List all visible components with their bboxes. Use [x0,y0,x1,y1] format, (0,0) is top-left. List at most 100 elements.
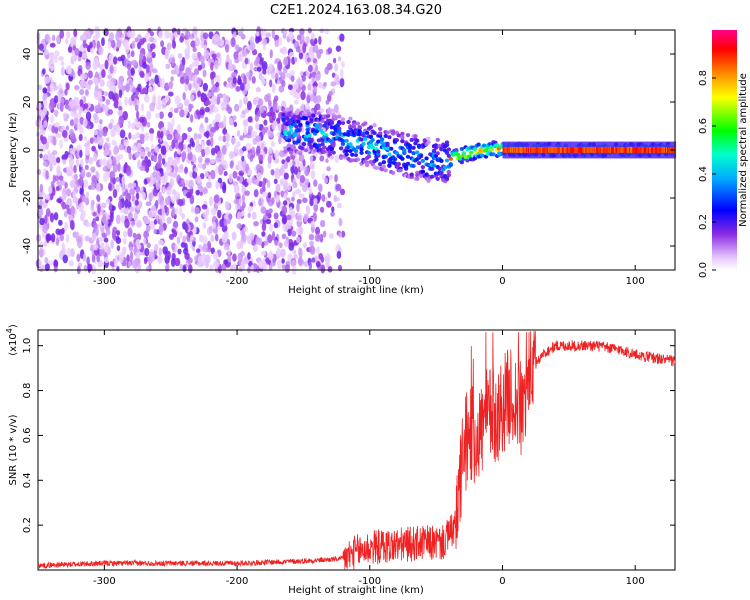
spectrogram-cell [641,152,644,159]
spectrogram-cell [333,194,338,203]
spectrogram-cell [370,145,375,150]
spectrogram-cell [663,147,666,153]
spectrogram-cell [281,112,286,117]
spectrogram-cell [573,147,576,153]
spectrogram-cell [672,141,674,148]
spectrogram-cell [171,117,175,127]
spectrogram-cell [619,141,621,148]
spectrogram-cell [661,152,664,159]
spectrogram-cell [660,141,663,148]
spectrogram-cell [197,156,203,164]
spectrogram-cell [274,72,279,81]
spectrogram-cell [575,141,578,148]
spectrogram-cell [98,46,104,56]
spectrogram-cell [338,232,343,238]
spectrogram-cell [346,129,351,134]
spectrogram-cell [553,141,556,148]
spectrogram-cell [617,141,619,148]
spectrogram-cell [39,183,44,193]
spectrogram-cell [339,188,346,196]
spectrogram-cell [244,108,250,114]
spectrogram-cell [208,58,215,64]
spectrogram-cell [41,136,47,145]
spectrogram-cell [156,160,162,169]
spectrogram-cell [340,117,346,122]
spectrogram-cell [67,46,73,53]
spectrogram-cell [140,103,145,112]
spectrogram-cell [316,234,323,240]
spectrogram-cell [467,154,472,159]
spectrogram-cell [647,152,650,159]
spectrogram-cell [572,152,575,159]
spectrogram-cell [634,152,636,159]
spectrogram-cell [313,85,318,93]
spectrogram-cell [290,75,295,83]
spectrogram-cell [268,208,273,214]
spectrogram-cell [247,212,251,218]
spectrogram-cell [558,147,561,153]
spectrogram-cell [521,147,524,153]
spectrogram-cell [613,152,616,159]
spectrogram-cell [221,102,227,109]
spectrogram-cell [324,66,329,75]
spectrogram-cell [165,263,170,272]
spectrogram-cell [632,141,634,148]
spectrogram-cell [45,208,51,217]
spectrogram-cell [78,202,84,213]
spectrogram-cell [236,211,242,221]
spectrogram-cell [575,147,578,153]
spectrogram-cell [273,212,279,220]
spectrogram-cell [132,232,137,239]
spectrogram-cell [296,78,301,84]
spectrogram-cell [124,198,129,209]
spectrogram-cell [339,33,345,42]
spectrogram-cell [214,121,220,131]
spectrogram-cell [319,28,325,34]
spectrogram-cell [193,68,200,76]
spectrogram-cell [608,141,611,148]
spectrogram-cell [625,141,628,148]
spectrogram-cell [562,152,565,159]
spectrogram-cell [589,147,592,153]
spectrogram-cell [301,74,306,82]
spectrogram-cell [620,152,622,159]
spectrogram-cell [611,152,614,159]
spectrogram-cell [648,147,651,153]
spectrogram-cell [237,164,243,171]
spectrogram-cell [99,158,103,166]
spectrogram-cell [229,264,235,272]
spectrogram-cell [569,147,571,153]
spectrogram-cell [650,141,652,148]
spectrogram-cell [144,73,150,82]
spectrogram-cell [273,222,279,229]
spectrogram-cell [148,36,155,43]
spectrogram-cell [446,153,452,158]
spectrogram-cell [645,152,648,159]
spectrogram-cell [309,137,314,142]
spectrogram-cell [642,147,645,153]
spectrogram-cell [131,94,135,102]
spectrogram-cell [298,247,302,257]
spectrogram-cell [566,152,568,159]
spectrogram-cell [51,125,56,134]
spectrogram-cell [548,152,550,159]
spectrogram-cell [69,220,75,231]
spectrogram-cell [112,226,118,235]
spectrogram-cell [50,65,55,72]
spectrogram-cell [416,161,422,166]
spectrogram-cell [228,62,233,71]
spectrogram-cell [379,137,385,142]
spectrogram-cell [668,141,670,148]
spectrogram-cell [309,117,314,122]
spectrogram-cell [603,147,605,153]
spectrogram-cell [337,56,342,62]
spectrogram-cell [135,239,141,248]
spectrogram-cell [49,42,56,48]
spectrogram-cell [215,180,220,190]
spectrogram-cell [592,147,595,153]
spectrogram-cell [325,114,331,119]
spectrogram-cell [329,155,335,160]
spectrogram-cell [164,50,169,60]
spectrogram-cell [135,132,141,139]
spectrogram-cell [435,176,440,181]
